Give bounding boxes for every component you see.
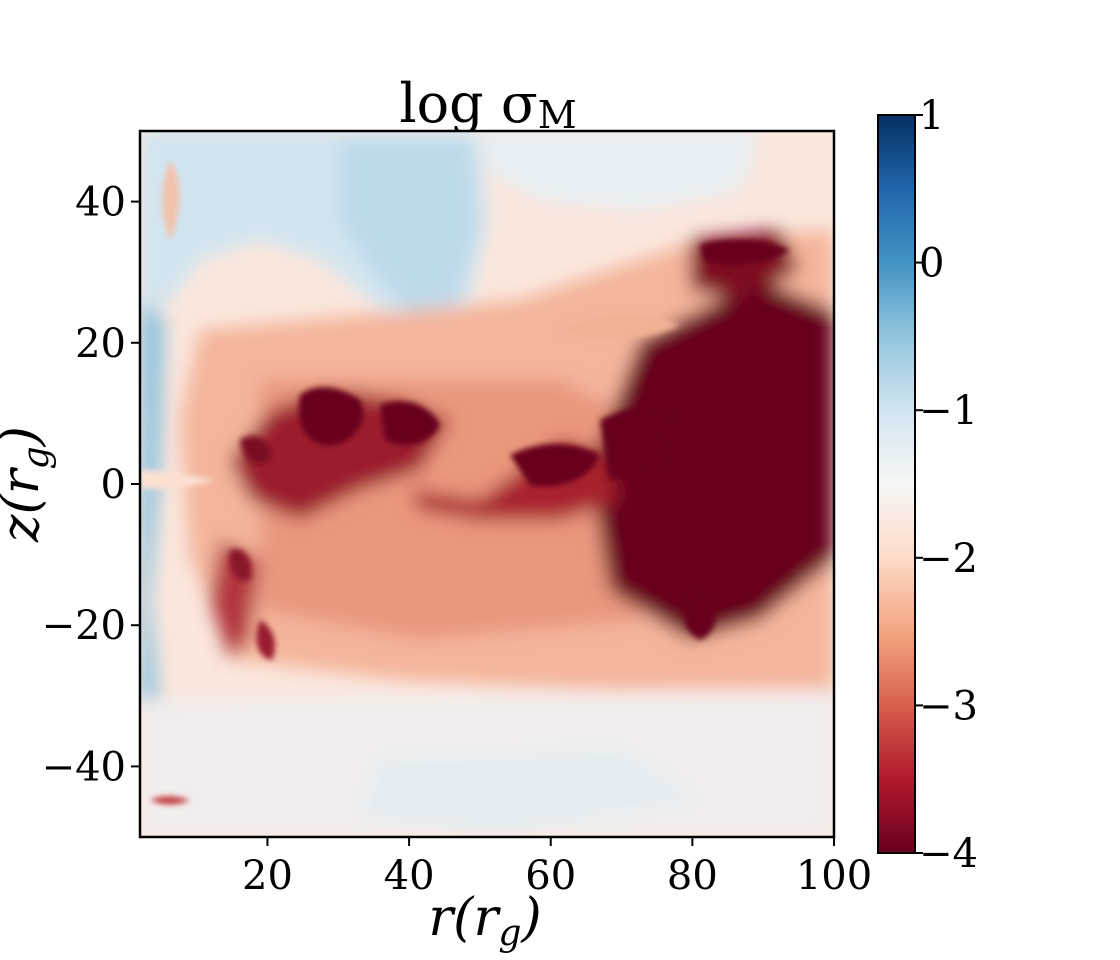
colorbar-tick-label: −2 xyxy=(919,536,978,582)
heatmap-field xyxy=(138,129,836,839)
x-tick-label: 20 xyxy=(242,853,293,899)
y-tick-label: −40 xyxy=(42,744,126,790)
chart-title-subscript: M xyxy=(538,93,577,137)
y-axis-label-close: ) xyxy=(0,426,51,447)
y-axis-label-sub: g xyxy=(16,446,57,469)
colorbar-tick-label: 0 xyxy=(919,241,944,287)
x-axis-label-close: ) xyxy=(520,888,541,948)
x-tick-label: 80 xyxy=(667,853,718,899)
colorbar: −4 −3 −2 −1 0 1 xyxy=(877,93,978,877)
colorbar-tick-label: −1 xyxy=(919,388,978,434)
y-tick-label: 0 xyxy=(101,462,126,508)
chart-title-main: log σ xyxy=(399,72,537,135)
y-axis-ticks: −40 −20 0 20 40 xyxy=(42,180,140,790)
heatmap-detail-layer xyxy=(140,160,790,805)
x-tick-label: 60 xyxy=(525,853,576,899)
x-tick-label: 40 xyxy=(384,853,435,899)
colorbar-ticks: −4 −3 −2 −1 0 1 xyxy=(915,93,978,877)
y-axis-label-main: z(r xyxy=(0,466,51,543)
x-axis-ticks: 20 40 60 80 100 xyxy=(242,837,872,899)
x-axis-label: r(rg) xyxy=(428,888,541,954)
chart-title: log σM xyxy=(399,72,576,137)
y-tick-label: 40 xyxy=(75,180,126,226)
x-axis-label-sub: g xyxy=(498,913,521,954)
y-tick-label: 20 xyxy=(75,321,126,367)
colorbar-tick-label: 1 xyxy=(919,93,944,139)
x-axis-label-main: r(r xyxy=(428,888,501,948)
colorbar-gradient xyxy=(878,115,915,853)
colorbar-tick-label: −3 xyxy=(919,683,978,729)
colorbar-frame xyxy=(877,114,916,854)
x-tick-label: 100 xyxy=(796,853,872,899)
y-tick-label: −20 xyxy=(42,603,126,649)
y-axis-label: z(rg) xyxy=(0,426,57,543)
colorbar-tick-label: −4 xyxy=(919,831,978,877)
